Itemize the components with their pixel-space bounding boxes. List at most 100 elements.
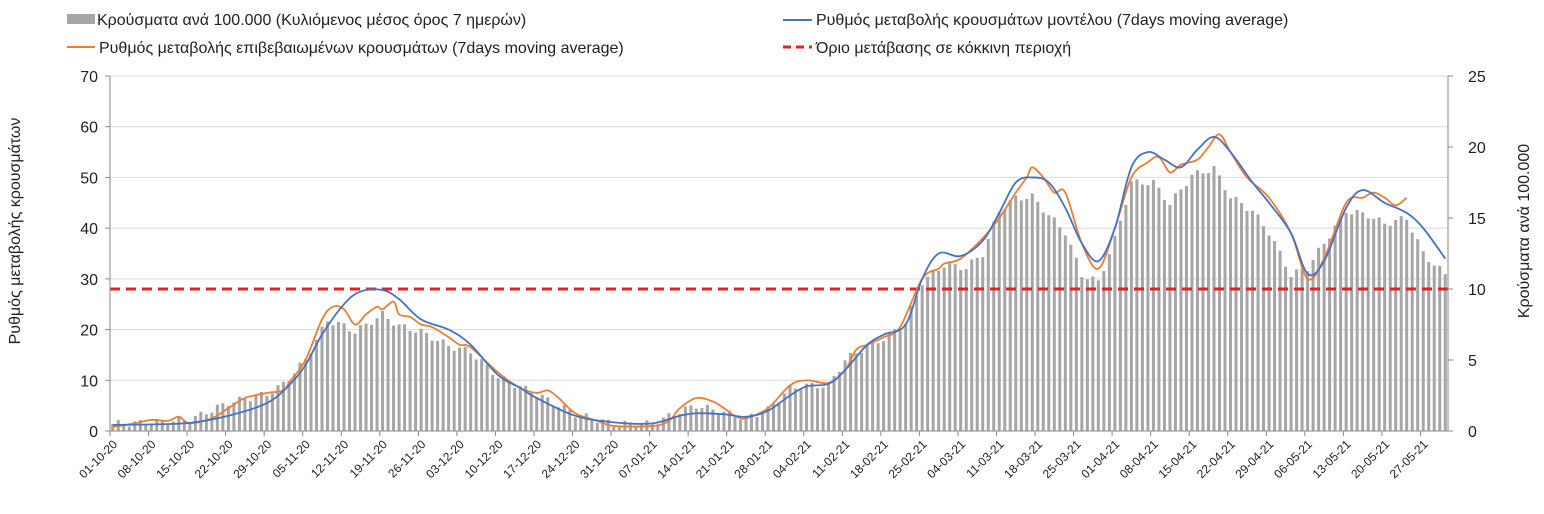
bar: [502, 376, 506, 431]
bar: [1295, 269, 1299, 431]
x-tick-label: 04-03-21: [924, 437, 968, 481]
bar: [160, 420, 164, 431]
y-left-tick-label: 20: [80, 323, 98, 340]
bar: [1102, 271, 1106, 431]
x-tick-label: 29-04-21: [1233, 437, 1277, 481]
y-left-tick-label: 50: [80, 170, 98, 187]
bar: [364, 323, 368, 431]
bar: [788, 384, 792, 431]
bar: [1140, 184, 1144, 431]
bar: [1339, 215, 1343, 431]
bar: [1322, 243, 1326, 431]
bar: [1427, 261, 1431, 431]
bar: [359, 325, 363, 431]
legend-label-bars: Κρούσματα ανά 100.000 (Κυλιόμενος μέσος …: [97, 12, 526, 29]
bar: [348, 331, 352, 431]
bar: [243, 398, 247, 431]
bar: [970, 259, 974, 431]
bar: [1069, 244, 1073, 431]
x-tick-label: 29-10-20: [230, 437, 274, 481]
bar: [496, 378, 500, 431]
bar: [1212, 165, 1216, 432]
x-tick-label: 05-11-20: [270, 437, 313, 480]
bar: [871, 340, 875, 431]
bar: [755, 416, 759, 431]
bar: [1008, 200, 1012, 431]
bar: [1091, 276, 1095, 431]
bar: [926, 276, 930, 431]
bar: [430, 340, 434, 431]
bar: [876, 343, 880, 431]
bar: [1014, 195, 1018, 431]
bar: [816, 388, 820, 431]
bar: [975, 257, 979, 431]
y-right-tick-label: 5: [1468, 353, 1477, 370]
bar: [634, 427, 638, 431]
bar: [474, 359, 478, 431]
bar: [1372, 218, 1376, 431]
bar: [276, 385, 280, 431]
bar: [722, 411, 726, 431]
bar: [997, 212, 1001, 431]
legend-item-confirmed: Ρυθμός μεταβολής επιβεβαιωμένων κρουσμάτ…: [67, 40, 624, 57]
bar: [854, 353, 858, 431]
bar: [1135, 179, 1139, 431]
y-left-tick-label: 0: [89, 424, 98, 441]
bar: [1278, 250, 1282, 431]
bar: [705, 404, 709, 431]
bar: [540, 394, 544, 431]
bar: [303, 359, 307, 431]
bar: [981, 257, 985, 431]
x-tick-label: 25-02-21: [886, 437, 930, 481]
bar: [1041, 212, 1045, 431]
bar: [1399, 216, 1403, 431]
bar: [1190, 174, 1194, 432]
bar: [744, 415, 748, 431]
bar: [838, 371, 842, 431]
y-left-tick-label: 30: [80, 272, 98, 289]
bar: [149, 424, 153, 431]
bar: [551, 405, 555, 431]
bar: [111, 423, 115, 431]
bar: [270, 393, 274, 431]
bar: [232, 402, 236, 431]
bar: [1300, 268, 1304, 431]
bar: [937, 270, 941, 431]
x-tick-label: 20-05-21: [1348, 437, 1392, 481]
x-ticks: 01-10-2008-10-2015-10-2022-10-2029-10-20…: [76, 431, 1431, 481]
bar: [188, 423, 192, 431]
bar: [210, 412, 214, 431]
bar: [904, 323, 908, 431]
bar: [458, 347, 462, 431]
bar: [667, 413, 671, 431]
bar: [1421, 251, 1425, 431]
bar: [1107, 254, 1111, 431]
bar: [1058, 227, 1062, 431]
x-tick-label: 22-10-20: [192, 437, 236, 481]
bar: [1074, 257, 1078, 431]
y-right-tick-label: 0: [1468, 424, 1477, 441]
bar: [711, 409, 715, 431]
bar: [1388, 225, 1392, 431]
bar: [375, 318, 379, 431]
bar: [447, 345, 451, 431]
bar: [986, 238, 990, 431]
bar: [915, 295, 919, 431]
bar: [832, 375, 836, 431]
bar: [948, 263, 952, 431]
y-right-axis-title: Κρούσματα ανά 100.000: [1516, 144, 1533, 318]
bar: [1113, 235, 1117, 431]
bar: [716, 414, 720, 431]
bar: [122, 424, 126, 431]
bar: [738, 419, 742, 431]
bar: [1410, 232, 1414, 431]
bar: [557, 407, 561, 431]
bar: [733, 416, 737, 431]
x-tick-label: 03-12-20: [423, 437, 467, 481]
x-tick-label: 18-03-21: [1001, 437, 1045, 481]
bar: [656, 424, 660, 431]
bar: [749, 413, 753, 431]
bar: [254, 395, 258, 431]
bar: [480, 359, 484, 431]
